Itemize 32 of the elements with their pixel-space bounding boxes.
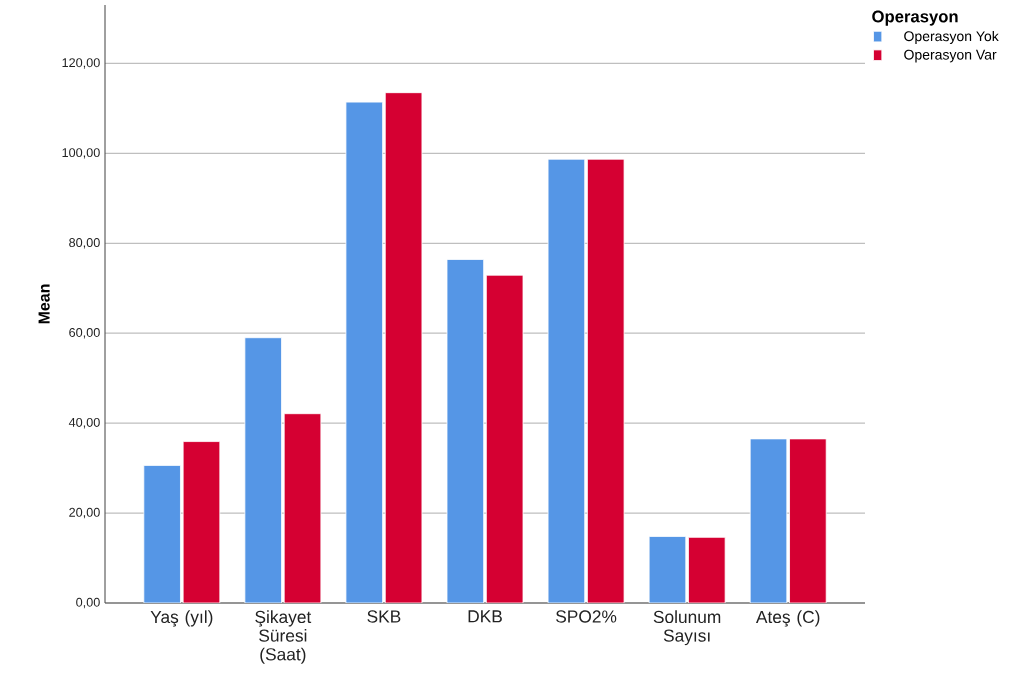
bar — [446, 259, 485, 603]
y-tick-label: 20,00 — [69, 507, 100, 519]
bar — [384, 92, 423, 603]
bar — [485, 274, 524, 603]
bar — [182, 441, 221, 603]
x-tick-label: Solunum Sayısı — [653, 610, 721, 646]
y-tick-label: 60,00 — [69, 327, 100, 339]
x-tick-label: SPO2% — [556, 610, 617, 623]
bar — [789, 438, 827, 603]
x-tick-label: Yaş (yıl) — [150, 610, 213, 627]
legend-label: Operasyon Var — [904, 49, 997, 63]
x-tick-label: Ateş (C) — [755, 610, 820, 627]
x-tick-label: Şikayet Süresi (Saat) — [255, 610, 312, 664]
bar — [547, 158, 586, 603]
y-tick-label: 0,00 — [76, 597, 100, 609]
bar — [648, 536, 687, 603]
y-tick-label: 40,00 — [68, 417, 100, 429]
bar — [143, 465, 181, 603]
y-axis-title: Mean — [38, 284, 50, 324]
bar — [244, 337, 282, 603]
x-tick-label: SKB — [367, 610, 401, 623]
y-tick-label: 80,00 — [69, 238, 100, 249]
bar — [587, 158, 625, 603]
bar — [688, 536, 726, 603]
bar — [345, 101, 384, 603]
x-tick-label: DKB — [468, 610, 502, 623]
legend-title: Operasyon — [872, 10, 958, 26]
bar — [283, 413, 322, 603]
legend-label: Operasyon Yok — [904, 30, 999, 44]
bar — [749, 438, 788, 603]
y-tick-label: 100,00 — [62, 148, 100, 159]
y-tick-label: 120,00 — [62, 58, 100, 69]
